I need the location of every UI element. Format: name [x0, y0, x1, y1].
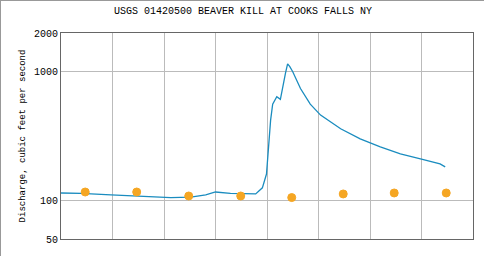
svg-text:1000: 1000 — [34, 67, 58, 78]
svg-text:USGS 01420500 BEAVER KILL AT C: USGS 01420500 BEAVER KILL AT COOKS FALLS… — [114, 6, 372, 17]
svg-text:50: 50 — [46, 235, 58, 246]
svg-text:Discharge, cubic feet per seco: Discharge, cubic feet per second — [18, 50, 28, 223]
svg-text:100: 100 — [40, 196, 58, 207]
svg-text:2000: 2000 — [34, 29, 58, 40]
